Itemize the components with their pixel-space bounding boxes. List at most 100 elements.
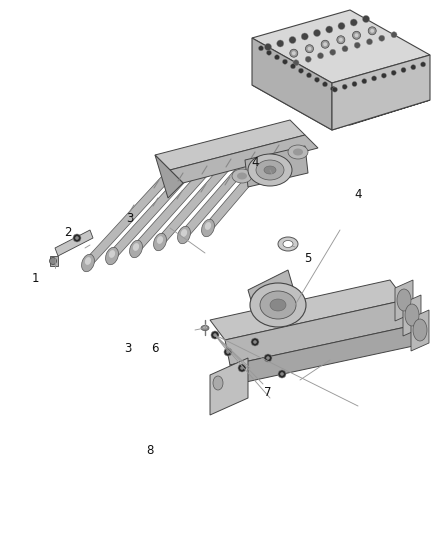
Ellipse shape — [278, 237, 298, 251]
Polygon shape — [403, 295, 421, 336]
Text: 2: 2 — [64, 225, 72, 238]
Circle shape — [226, 350, 230, 354]
Ellipse shape — [130, 240, 142, 257]
Ellipse shape — [397, 289, 411, 311]
Circle shape — [211, 331, 219, 339]
Text: 3: 3 — [126, 212, 134, 224]
Circle shape — [330, 49, 336, 55]
Circle shape — [292, 51, 296, 55]
Circle shape — [299, 68, 304, 73]
Circle shape — [332, 87, 337, 92]
Circle shape — [213, 333, 217, 337]
Ellipse shape — [213, 376, 223, 390]
Circle shape — [354, 33, 359, 37]
Circle shape — [240, 366, 244, 370]
Circle shape — [350, 19, 357, 26]
Circle shape — [411, 64, 416, 70]
Ellipse shape — [81, 254, 95, 272]
Polygon shape — [411, 310, 429, 351]
Polygon shape — [55, 230, 93, 256]
Circle shape — [280, 372, 284, 376]
Polygon shape — [230, 325, 418, 385]
Ellipse shape — [256, 160, 284, 180]
Ellipse shape — [288, 145, 308, 159]
Circle shape — [305, 45, 314, 53]
Circle shape — [266, 50, 272, 55]
Ellipse shape — [154, 233, 166, 251]
Polygon shape — [252, 10, 430, 83]
Text: 3: 3 — [124, 342, 132, 354]
Circle shape — [289, 36, 296, 44]
Circle shape — [49, 257, 57, 264]
Circle shape — [314, 29, 321, 36]
Text: 6: 6 — [151, 342, 159, 354]
Circle shape — [353, 31, 360, 39]
Circle shape — [251, 338, 259, 346]
Ellipse shape — [283, 240, 293, 247]
Polygon shape — [155, 155, 183, 198]
Ellipse shape — [106, 247, 118, 265]
Circle shape — [290, 64, 296, 69]
Circle shape — [391, 70, 396, 75]
Ellipse shape — [248, 154, 292, 186]
Circle shape — [264, 354, 272, 362]
Circle shape — [381, 73, 386, 78]
Circle shape — [379, 35, 385, 41]
Polygon shape — [170, 135, 318, 183]
Ellipse shape — [260, 291, 296, 319]
Circle shape — [331, 86, 336, 91]
Ellipse shape — [201, 326, 209, 330]
Circle shape — [73, 234, 81, 242]
Circle shape — [258, 46, 264, 51]
Circle shape — [253, 340, 257, 344]
Polygon shape — [180, 143, 266, 237]
Circle shape — [307, 72, 311, 78]
Ellipse shape — [201, 219, 215, 237]
Ellipse shape — [85, 257, 91, 265]
Circle shape — [293, 60, 299, 66]
Text: 1: 1 — [31, 271, 39, 285]
Ellipse shape — [181, 229, 187, 237]
Circle shape — [401, 68, 406, 72]
Text: 4: 4 — [251, 157, 259, 169]
Circle shape — [339, 38, 343, 42]
Polygon shape — [108, 158, 203, 258]
Circle shape — [363, 15, 370, 22]
Circle shape — [367, 39, 372, 45]
Circle shape — [368, 27, 376, 35]
Circle shape — [338, 22, 345, 29]
Text: 8: 8 — [146, 443, 154, 456]
Polygon shape — [84, 163, 182, 265]
Circle shape — [391, 32, 397, 38]
Polygon shape — [248, 270, 293, 307]
Ellipse shape — [237, 173, 247, 180]
Polygon shape — [50, 256, 58, 266]
Circle shape — [275, 55, 279, 60]
Circle shape — [75, 236, 79, 240]
Polygon shape — [204, 138, 287, 230]
Circle shape — [321, 40, 329, 49]
Ellipse shape — [405, 304, 419, 326]
Circle shape — [318, 53, 324, 59]
Circle shape — [337, 36, 345, 44]
Ellipse shape — [203, 326, 207, 329]
Polygon shape — [395, 280, 413, 321]
Circle shape — [265, 44, 272, 51]
Circle shape — [238, 364, 246, 372]
Ellipse shape — [157, 236, 163, 244]
Circle shape — [370, 29, 374, 33]
Circle shape — [301, 33, 308, 40]
Circle shape — [290, 49, 298, 57]
Circle shape — [342, 46, 348, 52]
Circle shape — [322, 82, 328, 87]
Ellipse shape — [232, 169, 252, 183]
Circle shape — [362, 79, 367, 84]
Ellipse shape — [177, 227, 191, 244]
Ellipse shape — [413, 319, 427, 341]
Polygon shape — [252, 38, 332, 130]
Ellipse shape — [250, 283, 306, 327]
Polygon shape — [252, 85, 430, 130]
Circle shape — [307, 47, 311, 51]
Circle shape — [420, 62, 426, 67]
Circle shape — [224, 348, 232, 356]
